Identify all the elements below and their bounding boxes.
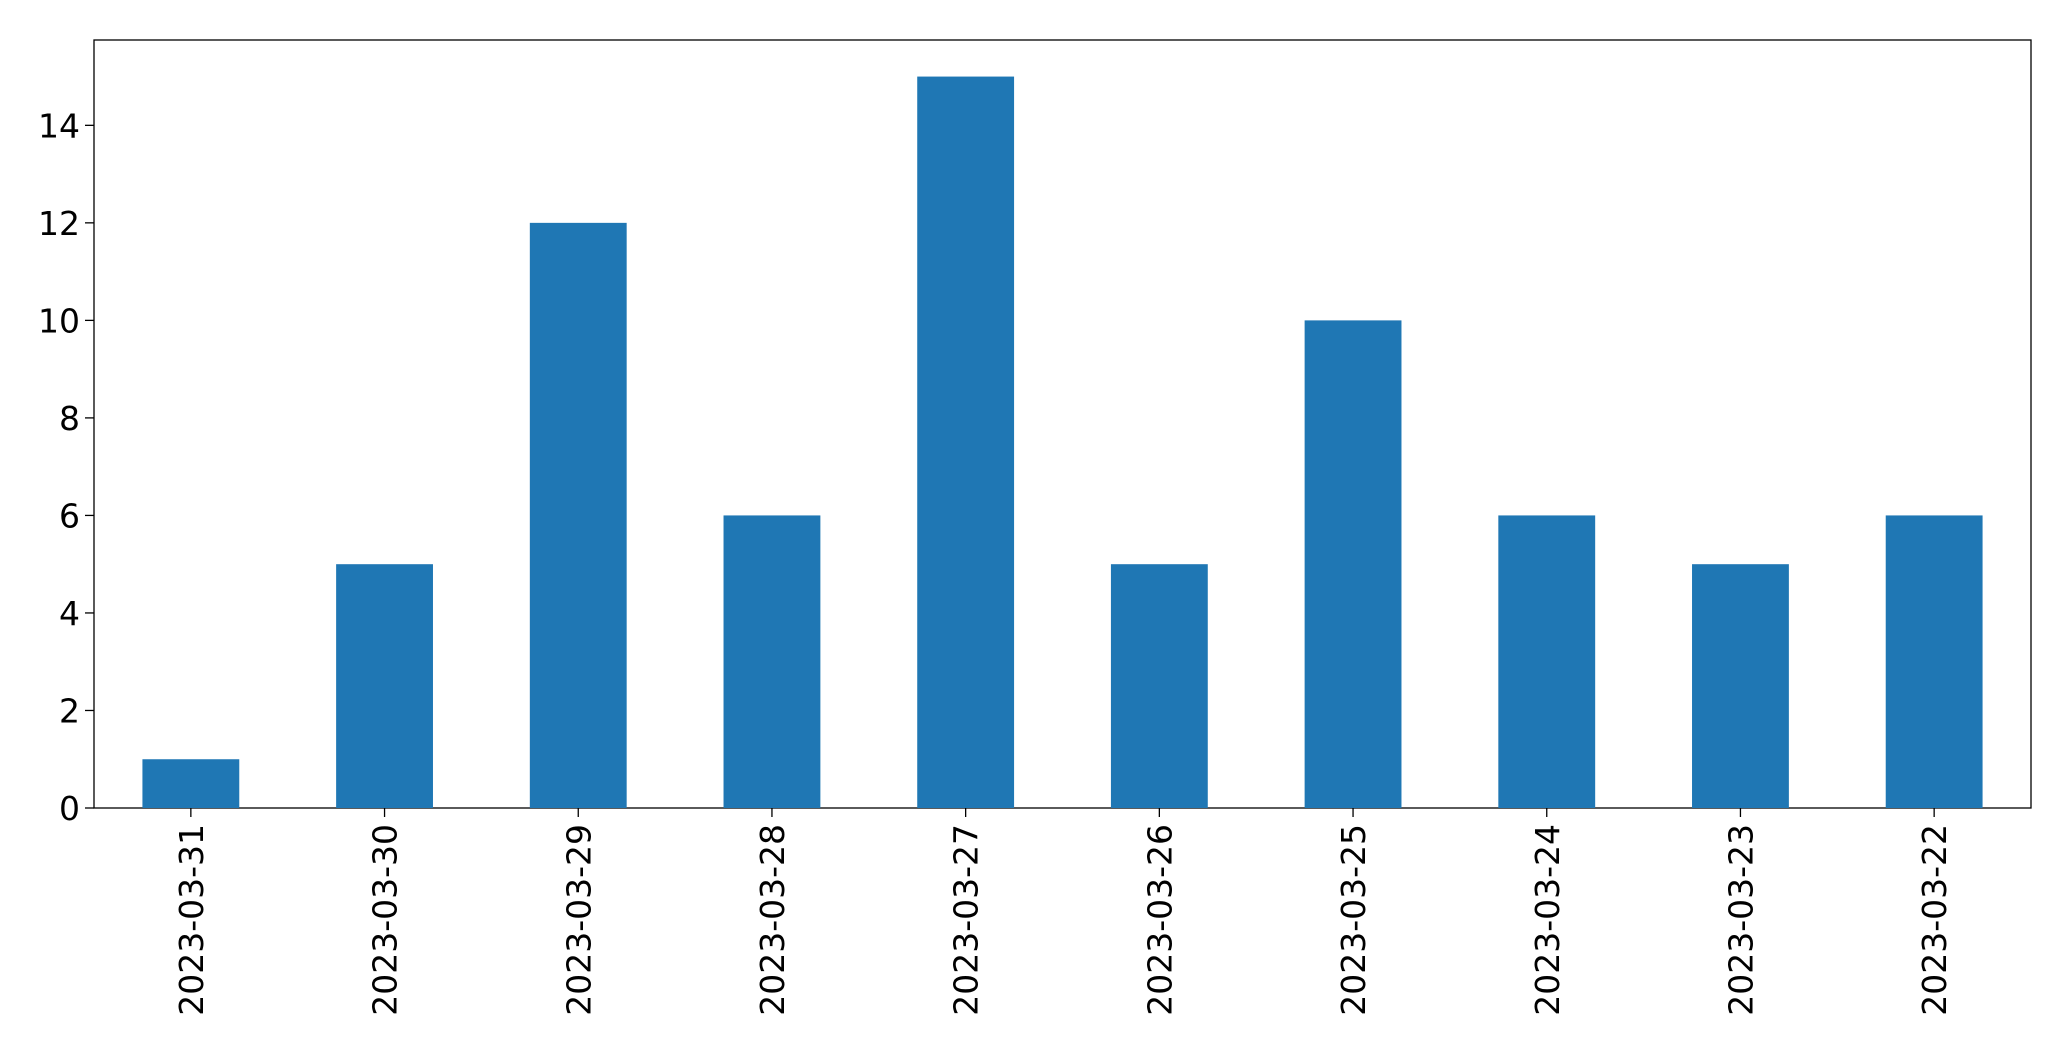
bar bbox=[723, 515, 821, 808]
plot-frame bbox=[93, 39, 2032, 809]
bar bbox=[1498, 515, 1596, 808]
x-tick-label: 2023-03-28 bbox=[753, 824, 792, 1016]
bar bbox=[917, 76, 1015, 809]
y-tick-label: 10 bbox=[38, 301, 80, 340]
x-tick-label: 2023-03-30 bbox=[366, 824, 405, 1016]
bar bbox=[1885, 515, 1983, 808]
y-tick-label: 8 bbox=[59, 399, 80, 438]
y-tick-label: 2 bbox=[59, 691, 80, 730]
y-tick-label: 6 bbox=[59, 496, 80, 535]
bar bbox=[336, 564, 433, 808]
y-tick-label: 0 bbox=[59, 789, 80, 828]
x-tick-label: 2023-03-26 bbox=[1140, 824, 1179, 1016]
y-tick-label: 12 bbox=[38, 204, 80, 243]
bar bbox=[1110, 564, 1208, 808]
bar bbox=[1304, 320, 1402, 808]
x-tick-label: 2023-03-24 bbox=[1528, 824, 1567, 1016]
y-tick-label: 14 bbox=[38, 106, 80, 145]
x-tick-label: 2023-03-27 bbox=[947, 824, 986, 1016]
bar bbox=[1692, 564, 1789, 808]
y-tick-label: 4 bbox=[59, 594, 80, 633]
bar bbox=[142, 759, 240, 808]
x-tick-label: 2023-03-29 bbox=[559, 824, 598, 1016]
x-tick-label: 2023-03-31 bbox=[172, 824, 211, 1016]
x-tick-label: 2023-03-23 bbox=[1721, 824, 1760, 1016]
bar bbox=[529, 222, 627, 808]
x-tick-label: 2023-03-22 bbox=[1915, 824, 1954, 1016]
x-tick-label: 2023-03-25 bbox=[1334, 824, 1373, 1016]
